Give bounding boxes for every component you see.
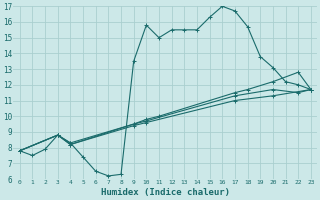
X-axis label: Humidex (Indice chaleur): Humidex (Indice chaleur) bbox=[101, 188, 230, 197]
